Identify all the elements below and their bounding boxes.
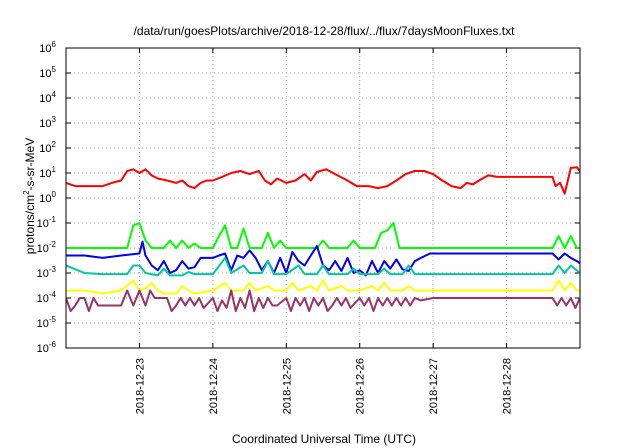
y-tick-base: 10 — [37, 318, 49, 330]
y-axis-label: protons/cm2-s-sr-MeV — [22, 138, 37, 254]
y-tick-base: 10 — [37, 218, 49, 230]
y-tick-base: 10 — [39, 68, 51, 80]
series-line — [66, 166, 580, 195]
x-tick-label: 2018-12-27 — [428, 358, 440, 414]
x-axis-label: Coordinated Universal Time (UTC) — [232, 432, 416, 446]
y-tick-exponent: 3 — [52, 115, 57, 124]
y-tick-base: 10 — [39, 43, 51, 55]
y-tick-base: 10 — [39, 193, 51, 205]
y-tick-exponent: -4 — [49, 290, 57, 299]
y-tick-exponent: -6 — [49, 340, 57, 349]
y-tick-base: 10 — [37, 268, 49, 280]
grid — [66, 48, 580, 348]
series-line — [66, 256, 580, 277]
y-tick-label: 10-3 — [37, 265, 57, 280]
y-tick-label: 102 — [39, 140, 56, 155]
x-tick-label: 2018-12-24 — [208, 358, 220, 414]
y-axis-label-sup: 2 — [22, 190, 31, 195]
y-tick-label: 105 — [39, 65, 56, 80]
y-tick-base: 10 — [39, 143, 51, 155]
y-tick-label: 106 — [39, 40, 56, 55]
y-tick-label: 10-6 — [37, 340, 57, 355]
y-tick-exponent: -1 — [49, 215, 57, 224]
y-tick-label: 104 — [39, 90, 56, 105]
y-tick-exponent: 2 — [52, 140, 57, 149]
y-tick-base: 10 — [39, 118, 51, 130]
y-axis-label-main: protons/cm — [23, 195, 37, 254]
y-tick-label: 101 — [39, 165, 56, 180]
y-axis-label-rest: -s-sr-MeV — [23, 138, 37, 191]
chart-title: /data/run/goesPlots/archive/2018-12-28/f… — [134, 24, 516, 38]
y-tick-label: 100 — [39, 190, 56, 205]
series-line — [66, 240, 580, 277]
series-line — [66, 279, 580, 295]
series-line — [66, 289, 580, 313]
y-tick-label: 10-2 — [37, 240, 57, 255]
y-tick-base: 10 — [37, 343, 49, 355]
y-tick-label: 10-4 — [37, 290, 57, 305]
y-tick-base: 10 — [37, 243, 49, 255]
y-tick-exponent: 1 — [52, 165, 57, 174]
y-tick-exponent: -3 — [49, 265, 57, 274]
x-tick-label: 2018-12-26 — [355, 358, 367, 414]
y-tick-base: 10 — [37, 293, 49, 305]
y-tick-base: 10 — [39, 93, 51, 105]
y-tick-exponent: 4 — [52, 90, 57, 99]
y-tick-exponent: 0 — [52, 190, 57, 199]
series-line — [66, 222, 580, 249]
y-tick-exponent: -2 — [49, 240, 57, 249]
plot-frame — [65, 47, 581, 349]
y-tick-exponent: 6 — [52, 40, 57, 49]
x-tick-label: 2018-12-23 — [134, 358, 146, 414]
series-layer — [66, 166, 580, 313]
y-axis-ticks: 10610510410310210110010-110-210-310-410-… — [37, 40, 580, 355]
y-tick-exponent: 5 — [52, 65, 57, 74]
y-tick-exponent: -5 — [49, 315, 57, 324]
y-tick-label: 10-1 — [37, 215, 57, 230]
x-tick-label: 2018-12-28 — [502, 358, 514, 414]
x-axis-ticks: 2018-12-23 2018-12-24 2018-12-25 2018-12-26… — [134, 48, 514, 414]
y-tick-base: 10 — [39, 168, 51, 180]
y-tick-label: 103 — [39, 115, 56, 130]
x-tick-label: 2018-12-25 — [281, 358, 293, 414]
y-tick-label: 10-5 — [37, 315, 57, 330]
